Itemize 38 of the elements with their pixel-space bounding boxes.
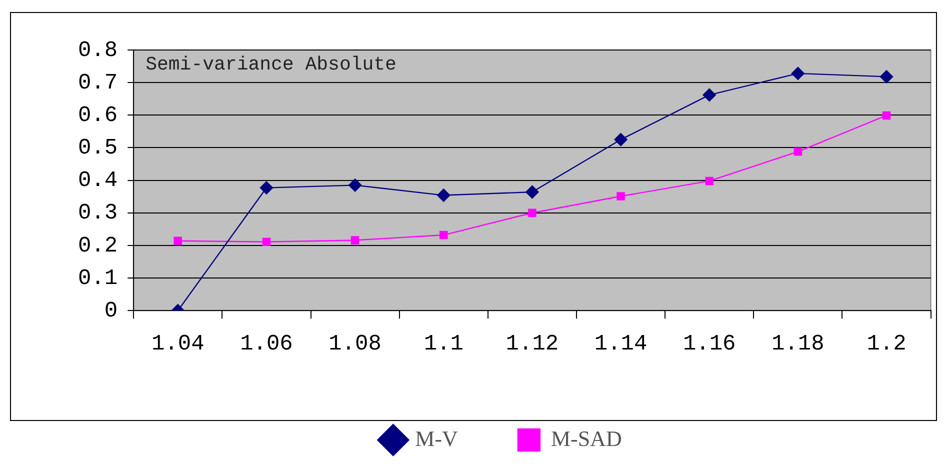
x-tick-label: 1.2: [866, 332, 906, 357]
point: [348, 178, 362, 192]
point: [880, 70, 894, 84]
y-tick-label: 0.3: [78, 200, 118, 226]
point: [174, 236, 182, 246]
legend-label: M-SAD: [550, 426, 622, 451]
point: [439, 230, 448, 240]
x-tick-label: 1.1: [424, 332, 464, 357]
x-tick-label: 1.18: [772, 332, 824, 357]
x-tick-label: 1.12: [506, 332, 559, 357]
point: [702, 88, 716, 102]
y-tick-label: 0.7: [78, 70, 118, 96]
point: [791, 66, 805, 80]
x-tick-label: 1.06: [240, 332, 293, 357]
x-tick-label: 1.16: [682, 332, 736, 357]
point: [260, 181, 274, 194]
point: [262, 238, 271, 246]
x-tick-label: 1.04: [151, 332, 204, 357]
y-tick-label: 0.8: [78, 38, 118, 63]
y-tick-label: 0.4: [78, 168, 118, 194]
point: [705, 176, 714, 186]
point: [794, 148, 802, 156]
x-tick-label: 1.14: [594, 332, 648, 357]
point: [882, 111, 891, 120]
y-tick-label: 0.5: [78, 136, 118, 161]
y-tick-label: 0.1: [78, 266, 118, 291]
point: [616, 192, 625, 200]
annotation: Semi-variance Absolute: [146, 54, 396, 76]
point: [526, 185, 539, 199]
x-tick-label: 1.08: [328, 332, 382, 357]
y-tick-label: 0: [104, 298, 118, 324]
point: [350, 236, 360, 244]
legend-label: M-V: [415, 426, 458, 451]
y-tick-label: 0.6: [78, 102, 118, 128]
point: [437, 188, 450, 202]
point: [528, 208, 536, 218]
y-tick-label: 0.2: [78, 233, 118, 258]
point: [614, 132, 628, 146]
